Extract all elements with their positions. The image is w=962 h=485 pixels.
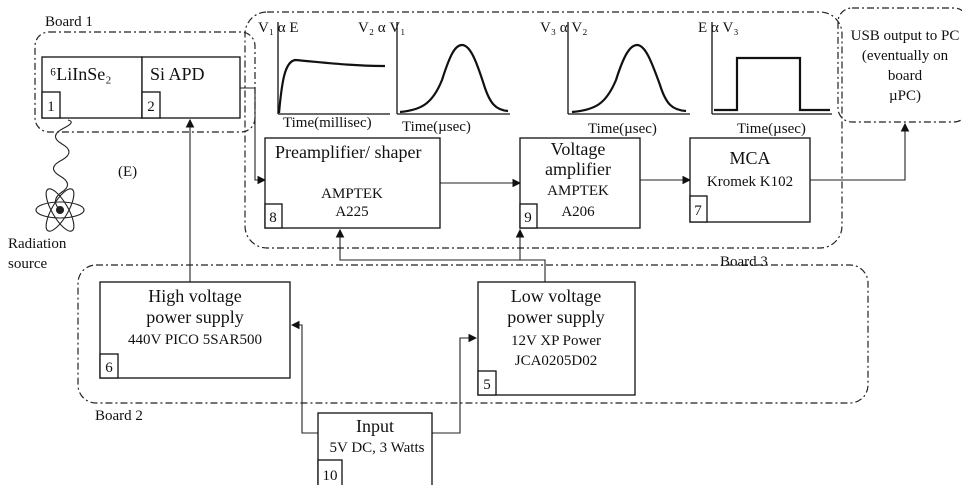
block-number: 7 (694, 203, 702, 219)
source-label: source (8, 256, 47, 272)
block-number: 1 (47, 99, 55, 115)
wire (290, 320, 318, 434)
block-text: A206 (561, 204, 595, 220)
block-text: AMPTEK (321, 186, 383, 202)
plot-relation: E α V₃ (698, 20, 739, 36)
number-box (519, 203, 538, 229)
block-text: High voltage (148, 286, 241, 306)
usb-outline (837, 7, 962, 123)
block-text: A225 (335, 204, 368, 220)
board-label: Board 3 (720, 254, 768, 270)
block-number: 6 (105, 360, 113, 376)
wire (432, 333, 478, 434)
block-number: 10 (323, 468, 338, 484)
plot-relation: V₁ α E (258, 20, 299, 36)
number-box (41, 91, 61, 119)
atom-icon (35, 188, 85, 232)
block-number: 2 (147, 99, 155, 115)
plot-relation: V₂ α V₁ (358, 20, 405, 36)
wire (335, 228, 546, 282)
block (477, 281, 636, 396)
block-text: JCA0205D02 (515, 353, 598, 369)
block-number: 5 (483, 377, 491, 393)
block (264, 137, 441, 229)
block-text: AMPTEK (547, 183, 609, 199)
block (141, 56, 241, 119)
plot-curve (714, 56, 830, 112)
block-text: Input (356, 416, 394, 436)
block-text: power supply (146, 307, 244, 327)
block-text: Low voltage (511, 286, 601, 306)
block-text: Si APD (150, 64, 205, 84)
board-outline (244, 11, 843, 249)
block-text: Kromek K102 (707, 174, 793, 190)
block-text: power supply (507, 307, 605, 327)
block-text: ⁶LiInSe₂ (50, 64, 112, 84)
usb-text: board (888, 68, 923, 84)
wire (240, 87, 267, 185)
number-box (264, 203, 283, 229)
number-box (141, 91, 161, 119)
board-outline (77, 264, 869, 404)
block-text: MCA (729, 148, 770, 168)
board-outline (34, 31, 256, 133)
energy-label: (E) (118, 164, 137, 180)
number-box (477, 370, 497, 396)
plot-curve (571, 43, 687, 114)
block (519, 137, 641, 229)
usb-text: µPC) (889, 88, 921, 104)
block (689, 137, 811, 223)
block-number: 9 (524, 210, 532, 226)
block-text: Preamplifier/ shaper (275, 142, 421, 162)
block-text: 12V XP Power (511, 333, 601, 349)
block-text: amplifier (545, 159, 611, 179)
plot-relation: V₃ α V₂ (540, 20, 587, 36)
plot-axis-label: Time(µsec) (402, 119, 471, 135)
block-text: 440V PICO 5SAR500 (128, 332, 262, 348)
usb-text: USB output to PC (851, 28, 960, 44)
usb-text: (eventually on (862, 48, 949, 64)
source-label: Radiation (8, 236, 67, 252)
plot-curve (399, 43, 509, 114)
number-box (317, 459, 343, 485)
plot-axis-label: Time(µsec) (737, 121, 806, 137)
block (99, 281, 291, 379)
block-number: 8 (269, 210, 277, 226)
number-box (689, 195, 708, 223)
board-label: Board 1 (45, 14, 93, 30)
board-label: Board 2 (95, 408, 143, 424)
block-text: 5V DC, 3 Watts (330, 440, 425, 456)
plot-axis-label: Time(millisec) (283, 115, 372, 131)
number-box (99, 353, 119, 379)
plot-curve (277, 58, 386, 114)
plot-axis-label: Time(µsec) (588, 121, 657, 137)
wire (810, 122, 910, 181)
block-text: Voltage (551, 139, 606, 159)
wave (52, 119, 72, 211)
